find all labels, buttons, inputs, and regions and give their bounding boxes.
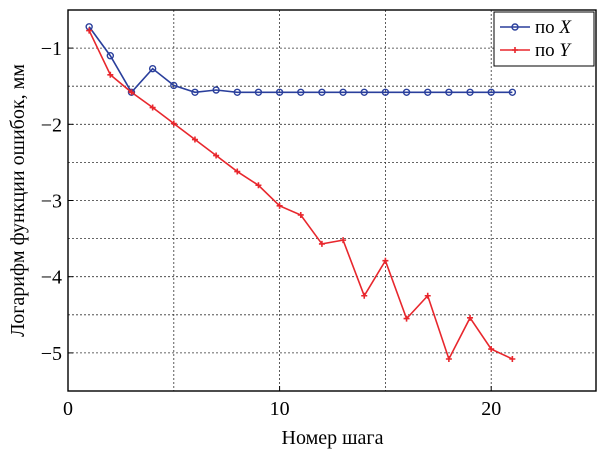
- data-point: [128, 89, 135, 96]
- data-point: [275, 88, 284, 96]
- data-point: [212, 86, 220, 94]
- data-point: [403, 315, 410, 322]
- legend-label: по X: [535, 17, 572, 38]
- data-point: [148, 64, 157, 73]
- data-point: [488, 346, 495, 353]
- data-point: [234, 168, 241, 175]
- series-layer: [85, 23, 517, 362]
- legend-marker: [511, 23, 519, 31]
- x-tick-label: 0: [63, 398, 73, 420]
- grid: [68, 10, 596, 391]
- x-tick-label: 20: [481, 398, 501, 420]
- data-point: [339, 88, 347, 96]
- series-y: [86, 27, 516, 362]
- legend-item: по Y: [500, 40, 572, 61]
- data-point: [487, 88, 495, 96]
- data-point: [276, 202, 283, 209]
- data-point: [191, 88, 199, 96]
- y-tick-label: −4: [41, 267, 62, 289]
- legend-marker: [512, 47, 518, 53]
- y-tick-label: −5: [41, 343, 62, 365]
- data-point: [424, 292, 431, 299]
- data-point: [361, 292, 368, 299]
- legend: по Xпо Y: [493, 11, 595, 67]
- y-tick-label: −1: [41, 38, 62, 60]
- series-x: [85, 23, 517, 96]
- data-point: [297, 88, 305, 96]
- data-point: [318, 88, 326, 96]
- data-point: [86, 27, 93, 34]
- data-point: [297, 211, 304, 218]
- data-point: [213, 152, 220, 159]
- data-point: [106, 52, 115, 60]
- data-point: [107, 71, 114, 78]
- axis-ticks: 0 10 20 −1 −2 −3 −4 −5: [41, 38, 501, 420]
- data-point: [360, 88, 368, 96]
- x-axis-title: Номер шага: [282, 427, 384, 449]
- x-tick-label: 10: [270, 398, 290, 420]
- data-point: [170, 120, 177, 127]
- data-point: [467, 314, 474, 321]
- data-point: [382, 257, 389, 264]
- data-point: [424, 88, 432, 96]
- y-tick-label: −3: [41, 191, 62, 213]
- series-line: [88, 30, 513, 362]
- data-point: [445, 355, 452, 362]
- data-point: [191, 136, 198, 143]
- data-point: [233, 88, 241, 96]
- data-point: [466, 88, 474, 96]
- data-point: [255, 182, 262, 189]
- data-point: [445, 88, 453, 96]
- data-point: [509, 355, 516, 362]
- data-point: [508, 88, 517, 96]
- legend-label: по Y: [535, 40, 572, 61]
- data-point: [318, 240, 325, 247]
- data-point: [381, 88, 390, 96]
- data-point: [149, 104, 156, 111]
- series-line: [88, 26, 513, 94]
- data-point: [340, 237, 347, 244]
- y-axis-title: Логарифм функции ошибок, мм: [7, 64, 29, 337]
- legend-item: по X: [500, 17, 572, 38]
- data-point: [254, 88, 263, 96]
- legend-box: [493, 11, 595, 67]
- data-point: [402, 88, 411, 96]
- data-point: [170, 81, 178, 90]
- y-tick-label: −2: [41, 114, 62, 136]
